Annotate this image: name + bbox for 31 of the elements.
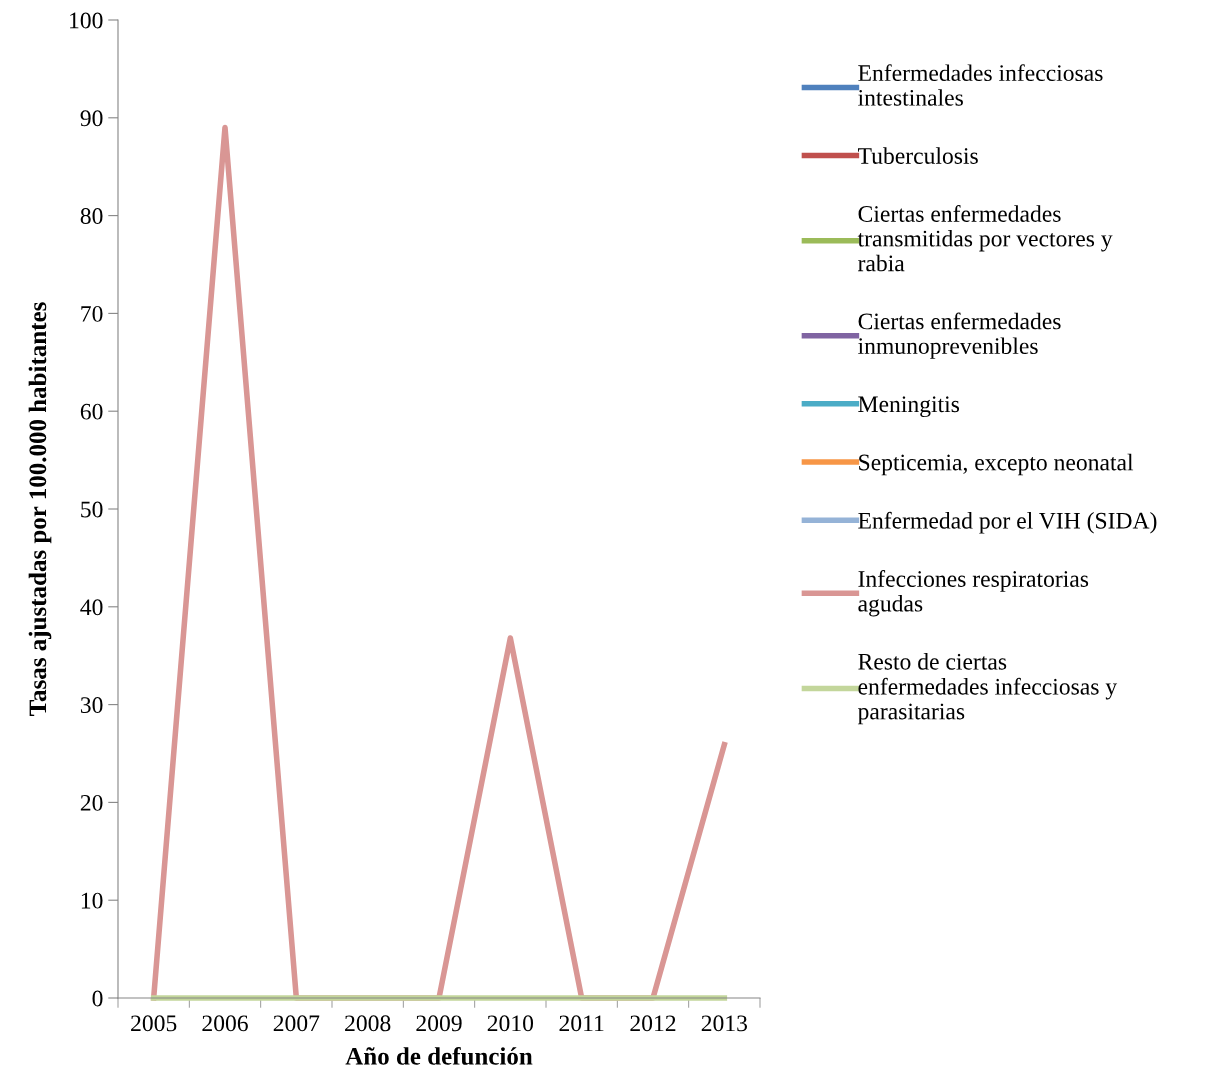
- x-tick-label: 2005: [131, 1015, 177, 1032]
- y-tick-label: 40: [80, 599, 103, 616]
- x-tick-label: 2006: [202, 1015, 248, 1032]
- x-tick-label: 2011: [559, 1015, 604, 1032]
- y-tick-label: 30: [80, 697, 103, 714]
- legend-label: Infecciones respiratorias agudas: [858, 570, 1089, 617]
- y-tick-label: 0: [92, 990, 103, 1007]
- y-tick-label: 70: [81, 305, 103, 322]
- x-tick-label: 2009: [416, 1015, 462, 1032]
- y-axis-title: Tasas ajustadas por 100.000 habitantes: [28, 302, 52, 716]
- y-tick-label: 100: [70, 12, 103, 29]
- y-tick-label: 80: [80, 208, 103, 225]
- x-tick-label: 2010: [487, 1015, 534, 1032]
- legend-label: Enfermedades infecciosas intestinales: [858, 64, 1103, 106]
- y-tick-label: 20: [80, 794, 103, 811]
- x-axis-title: Año de defunción: [345, 1046, 533, 1065]
- legend-label: Ciertas enfermedades transmitidas por vectores y rabia: [857, 205, 1113, 272]
- x-tick-label: 2008: [345, 1015, 391, 1032]
- y-tick-label: 90: [80, 110, 103, 127]
- legend-label: Enfermedad por el VIH (SIDA): [858, 511, 1157, 534]
- y-tick-label: 50: [81, 501, 103, 518]
- x-tick-label: 2007: [273, 1015, 320, 1032]
- legend-label: Tuberculosis: [858, 147, 978, 164]
- legend-label: Meningitis: [858, 396, 960, 418]
- x-tick-label: 2013: [701, 1015, 748, 1032]
- x-tick-label: 2012: [630, 1015, 676, 1032]
- y-tick-label: 60: [80, 403, 103, 420]
- y-tick-label: 10: [81, 892, 103, 909]
- legend-label: Ciertas enfermedades inmunoprevenibles: [858, 312, 1061, 359]
- legend-label: Resto de ciertas enfermedades infecciosas y parasitarias: [857, 653, 1118, 725]
- legend-label: Septicemia, excepto neonatal: [859, 453, 1134, 476]
